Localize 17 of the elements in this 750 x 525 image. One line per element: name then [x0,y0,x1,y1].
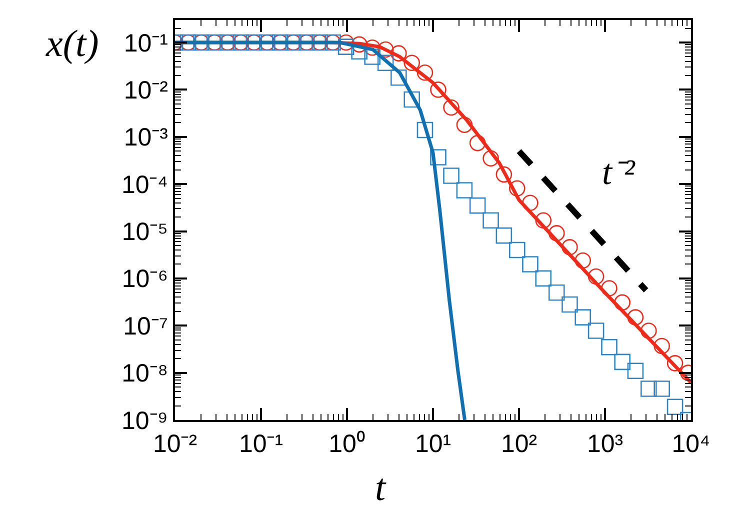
y-tick-label: 10⁻⁴ [121,170,168,199]
y-axis-title: x(t) [45,23,99,65]
annotation: t⁻² [602,152,636,192]
y-tick-label: 10⁻³ [124,124,168,152]
y-tick-label: 10⁻⁵ [122,218,168,246]
x-tick-label: 10⁻¹ [238,430,284,458]
y-tick-label: 10⁻⁸ [122,360,168,388]
y-tick-label: 10⁻¹ [124,29,168,58]
x-axis-title: t [375,467,387,509]
x-tick-label: 10⁰ [328,430,366,458]
y-tick-label: 10⁻⁶ [122,265,168,294]
x-tick-label: 10³ [586,430,624,458]
x-tick-label: 10² [500,430,538,458]
y-tick-label: 10⁻⁷ [123,312,168,340]
x-tick-label: 10⁴ [672,430,710,458]
y-tick-label: 10⁻² [124,76,168,104]
x-tick-label: 10¹ [414,430,452,458]
